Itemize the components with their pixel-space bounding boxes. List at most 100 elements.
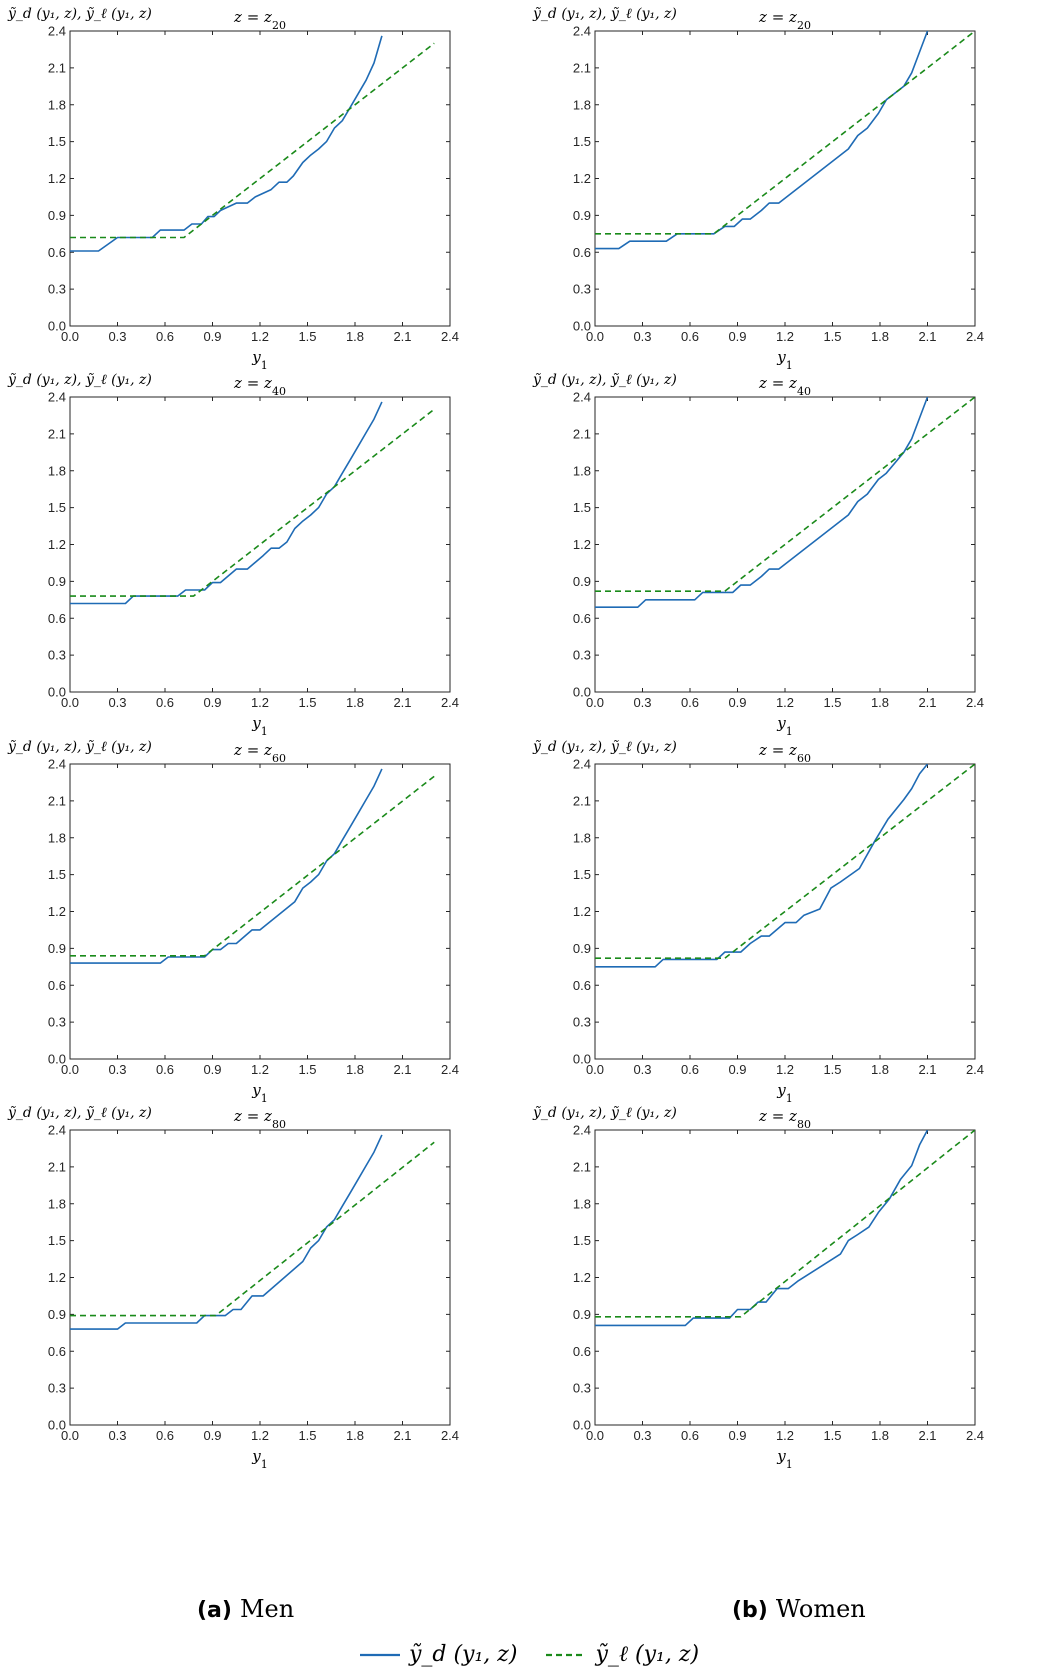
x-tick-label: 0.9 xyxy=(203,1062,221,1077)
x-tick-label: 0.3 xyxy=(108,1062,126,1077)
subcaption-text: Women xyxy=(775,1595,866,1623)
y-tick-label: 2.4 xyxy=(573,390,591,405)
y-tick-label: 0.9 xyxy=(48,574,66,589)
subcaption-label: (a) xyxy=(197,1598,232,1623)
x-tick-label: 0.3 xyxy=(108,329,126,344)
chart-panel-5: 0.0 0.3 0.6 0.9 1.2 1.5 1.8 2.1 2.4 0.0 0.3 0.6 0.9 1… xyxy=(7,739,459,1105)
y-tick-label: 1.2 xyxy=(48,904,66,919)
series-model-line xyxy=(595,397,929,609)
x-tick-label: 0.0 xyxy=(61,1062,79,1077)
x-tick-label: 0.9 xyxy=(728,1428,746,1443)
y-tick-label: 0.3 xyxy=(48,1015,66,1030)
chart-title: z = z20 xyxy=(758,8,811,32)
series-linear-line xyxy=(70,408,435,597)
x-tick-label: 1.5 xyxy=(823,1428,841,1443)
x-tick-label: 0.0 xyxy=(586,695,604,710)
x-tick-label: 0.0 xyxy=(586,1428,604,1443)
x-tick-label: 0.6 xyxy=(156,1062,174,1077)
y-tick-label: 1.5 xyxy=(48,1233,66,1248)
subcaption-text: Men xyxy=(239,1595,295,1623)
x-tick-label: 2.1 xyxy=(393,1428,411,1443)
y-tick-label: 2.4 xyxy=(48,24,66,39)
y-tick-label: 2.4 xyxy=(48,1123,66,1138)
x-tick-label: 1.5 xyxy=(298,1428,316,1443)
y-axis-label: ỹ_d (y₁, z), ỹ_ℓ (y₁, z) xyxy=(7,1105,152,1121)
x-tick-label: 0.6 xyxy=(681,329,699,344)
x-tick-label: 0.6 xyxy=(156,329,174,344)
y-tick-label: 1.8 xyxy=(573,1196,591,1211)
x-tick-label: 0.6 xyxy=(681,1062,699,1077)
x-tick-label: 2.1 xyxy=(918,1428,936,1443)
x-axis-label: y1 xyxy=(251,1447,267,1471)
legend-dashed-line-icon xyxy=(546,1653,587,1657)
x-tick-label: 1.5 xyxy=(823,695,841,710)
y-tick-label: 0.6 xyxy=(573,1344,591,1359)
y-axis-label: ỹ_d (y₁, z), ỹ_ℓ (y₁, z) xyxy=(532,6,677,22)
x-axis-label: y1 xyxy=(251,348,267,372)
y-tick-label: 2.4 xyxy=(573,1123,591,1138)
x-tick-label: 2.4 xyxy=(966,1428,984,1443)
y-tick-label: 2.1 xyxy=(573,793,591,808)
y-axis-label: ỹ_d (y₁, z), ỹ_ℓ (y₁, z) xyxy=(7,372,152,388)
x-tick-label: 2.4 xyxy=(966,329,984,344)
series-model-line xyxy=(70,35,383,252)
x-tick-label: 0.6 xyxy=(156,1428,174,1443)
x-tick-label: 0.0 xyxy=(586,1062,604,1077)
y-tick-label: 0.9 xyxy=(573,208,591,223)
y-tick-label: 1.5 xyxy=(48,867,66,882)
x-tick-label: 2.1 xyxy=(918,1062,936,1077)
chart-title: z = z80 xyxy=(233,1107,286,1131)
y-tick-label: 0.3 xyxy=(573,1015,591,1030)
x-tick-label: 1.2 xyxy=(251,1062,269,1077)
y-tick-label: 1.8 xyxy=(48,463,66,478)
figure-canvas: 0.0 0.3 0.6 0.9 1.2 1.5 1.8 2.1 2.4 0.0 0.3 0.6 0.9 1… xyxy=(7,6,984,1471)
y-axis-label: ỹ_d (y₁, z), ỹ_ℓ (y₁, z) xyxy=(532,372,677,388)
x-tick-label: 2.1 xyxy=(393,329,411,344)
x-tick-label: 0.0 xyxy=(61,695,79,710)
y-tick-label: 2.1 xyxy=(48,426,66,441)
series-linear-line xyxy=(70,42,435,239)
y-tick-label: 1.2 xyxy=(573,171,591,186)
x-axis-label: y1 xyxy=(776,1447,792,1471)
chart-title: z = z40 xyxy=(758,374,811,398)
y-axis-label: ỹ_d (y₁, z), ỹ_ℓ (y₁, z) xyxy=(7,739,152,755)
x-tick-label: 0.0 xyxy=(586,329,604,344)
x-tick-label: 0.3 xyxy=(108,1428,126,1443)
subcaption-label: (b) xyxy=(732,1598,768,1623)
y-tick-label: 0.6 xyxy=(573,978,591,993)
y-tick-label: 0.9 xyxy=(573,1307,591,1322)
x-tick-label: 0.9 xyxy=(203,695,221,710)
y-tick-label: 0.9 xyxy=(573,941,591,956)
subcaption-men: (a) Men xyxy=(197,1595,294,1623)
x-tick-label: 0.3 xyxy=(633,695,651,710)
y-tick-label: 0.0 xyxy=(48,319,66,334)
series-linear-line xyxy=(595,397,975,593)
x-tick-label: 0.3 xyxy=(108,695,126,710)
x-tick-label: 1.2 xyxy=(251,329,269,344)
chart-title: z = z20 xyxy=(233,8,286,32)
subcaption-women: (b) Women xyxy=(732,1595,866,1623)
x-tick-label: 1.5 xyxy=(823,329,841,344)
x-tick-label: 1.2 xyxy=(776,1428,794,1443)
x-tick-label: 1.5 xyxy=(298,329,316,344)
legend-label: ỹ_d (y₁, z) xyxy=(408,1641,518,1667)
y-tick-label: 2.4 xyxy=(48,757,66,772)
y-tick-label: 0.6 xyxy=(573,245,591,260)
series-linear-line xyxy=(70,1141,435,1317)
y-tick-label: 0.9 xyxy=(48,208,66,223)
x-tick-label: 2.4 xyxy=(966,695,984,710)
series-model-line xyxy=(70,768,383,964)
y-tick-label: 2.4 xyxy=(573,757,591,772)
chart-panel-1: 0.0 0.3 0.6 0.9 1.2 1.5 1.8 2.1 2.4 0.0 0.3 0.6 0.9 1… xyxy=(7,6,459,372)
chart-panel-8: 0.0 0.3 0.6 0.9 1.2 1.5 1.8 2.1 2.4 0.0 0.3 0.6 0.9 1… xyxy=(532,1105,984,1471)
chart-panel-6: 0.0 0.3 0.6 0.9 1.2 1.5 1.8 2.1 2.4 0.0 0.3 0.6 0.9 1… xyxy=(532,739,984,1105)
y-tick-label: 1.8 xyxy=(48,97,66,112)
x-tick-label: 2.4 xyxy=(441,695,459,710)
chart-panel-7: 0.0 0.3 0.6 0.9 1.2 1.5 1.8 2.1 2.4 0.0 0.3 0.6 0.9 1… xyxy=(7,1105,459,1471)
chart-title: z = z60 xyxy=(233,741,286,765)
x-tick-label: 0.3 xyxy=(633,1428,651,1443)
y-tick-label: 0.9 xyxy=(573,574,591,589)
x-tick-label: 2.1 xyxy=(393,695,411,710)
series-linear-line xyxy=(595,764,975,960)
y-tick-label: 1.8 xyxy=(573,97,591,112)
